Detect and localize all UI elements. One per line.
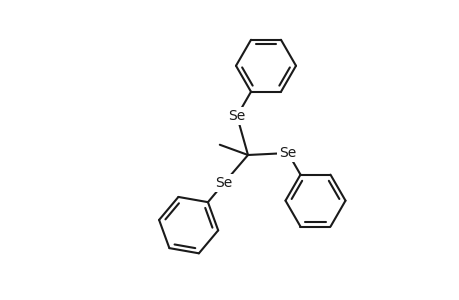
Text: Se: Se xyxy=(228,109,245,123)
Text: Se: Se xyxy=(279,146,296,160)
Text: Se: Se xyxy=(215,176,232,190)
